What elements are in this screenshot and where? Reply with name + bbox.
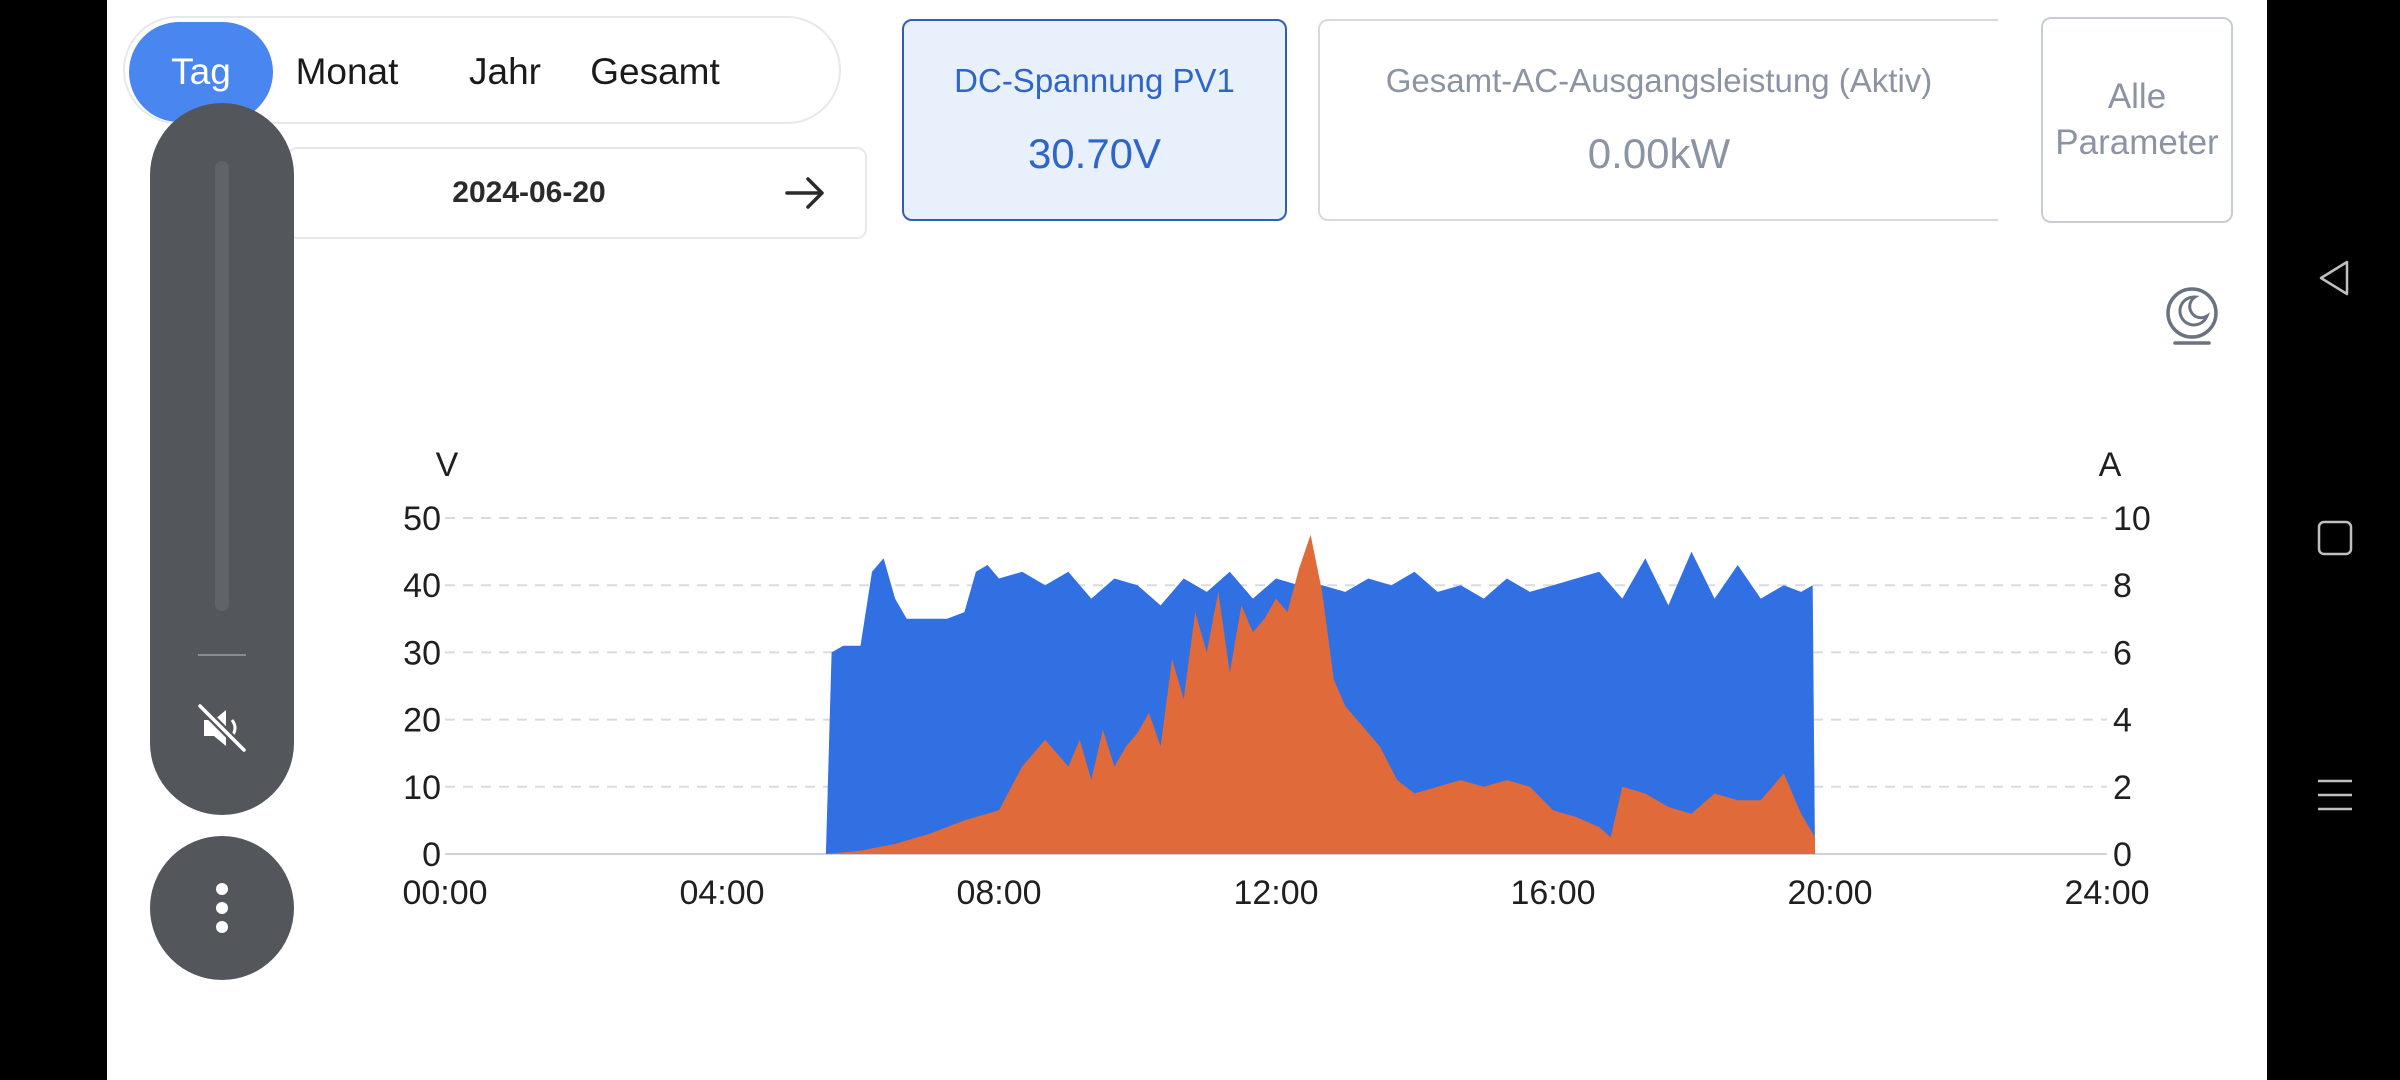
y-tick-left: 30	[403, 634, 441, 672]
y-tick-right: 8	[2113, 567, 2132, 605]
card-total-ac-output[interactable]: Gesamt-AC-Ausgangsleistung (Aktiv) 0.00k…	[1318, 19, 1998, 221]
y-tick-left: 10	[403, 769, 441, 807]
date-value: 2024-06-20	[452, 176, 606, 209]
all-parameters-label-2: Parameter	[2055, 123, 2219, 162]
app-screen: Tag Monat Jahr Gesamt 2024-06-20 DC-Span…	[107, 0, 2267, 1080]
volume-panel	[150, 103, 294, 815]
date-picker[interactable]: 2024-06-20	[287, 147, 867, 239]
y-tick-left: 50	[403, 500, 441, 538]
card-value: 30.70V	[1027, 130, 1162, 177]
y-tick-right: 6	[2113, 634, 2132, 672]
x-tick: 08:00	[956, 874, 1041, 912]
y-tick-right: 0	[2113, 836, 2132, 874]
tab-year[interactable]: Jahr	[469, 51, 541, 92]
y-tick-right: 10	[2113, 500, 2151, 538]
moon-theme-icon[interactable]	[2159, 283, 2225, 349]
x-tick: 04:00	[679, 874, 764, 912]
back-triangle-icon[interactable]	[2315, 258, 2355, 298]
card-label: DC-Spannung PV1	[954, 62, 1235, 99]
more-vertical-icon	[216, 883, 228, 895]
current-area	[825, 534, 1815, 854]
card-dc-voltage-pv1[interactable]: DC-Spannung PV1 30.70V	[902, 19, 1287, 221]
x-tick: 00:00	[402, 874, 487, 912]
pv-chart: V A 0 10 20 30 40 50 0 2 4 6 8 10 00:00 04:00 08:00 12:00…	[402, 446, 2151, 912]
more-vertical-icon	[216, 902, 228, 914]
y-tick-right: 4	[2113, 702, 2132, 740]
y-tick-left: 40	[403, 567, 441, 605]
x-tick: 12:00	[1233, 874, 1318, 912]
all-parameters-label-1: Alle	[2107, 77, 2167, 116]
tab-month[interactable]: Monat	[295, 51, 399, 92]
card-value: 0.00kW	[1587, 130, 1731, 177]
more-options-button[interactable]	[150, 836, 294, 980]
x-tick: 24:00	[2064, 874, 2149, 912]
home-square-icon[interactable]	[2316, 519, 2354, 557]
volume-divider	[198, 654, 246, 656]
y-tick-right: 2	[2113, 769, 2132, 807]
x-tick: 20:00	[1787, 874, 1872, 912]
menu-lines-icon[interactable]	[2315, 775, 2355, 815]
y-axis-left-unit: V	[436, 446, 459, 484]
y-tick-left: 20	[403, 702, 441, 740]
arrow-right-icon[interactable]	[781, 169, 829, 217]
volume-slider[interactable]	[215, 161, 229, 611]
tab-total[interactable]: Gesamt	[590, 51, 720, 92]
more-vertical-icon	[216, 921, 228, 933]
system-nav-bar	[2267, 0, 2400, 1080]
y-axis-right-unit: A	[2099, 446, 2122, 484]
y-tick-left: 0	[422, 836, 441, 874]
all-parameters-button[interactable]: Alle Parameter	[2041, 17, 2233, 223]
x-tick: 16:00	[1510, 874, 1595, 912]
volume-mute-icon[interactable]	[192, 698, 252, 758]
card-label: Gesamt-AC-Ausgangsleistung (Aktiv)	[1385, 62, 1933, 99]
